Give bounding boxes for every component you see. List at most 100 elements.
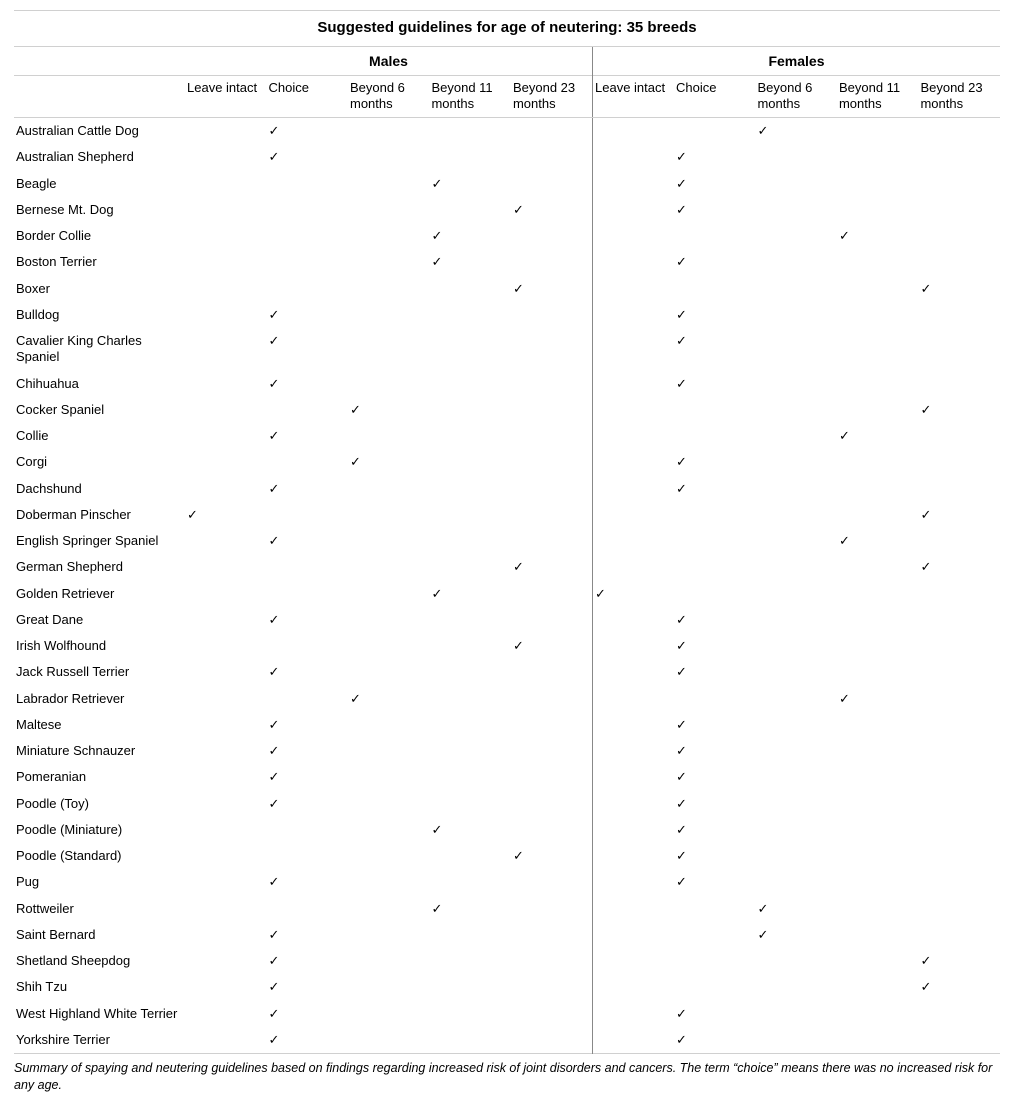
data-cell (755, 476, 836, 502)
check-icon: ✓ (269, 874, 280, 889)
check-icon: ✓ (269, 149, 280, 164)
check-icon: ✓ (839, 533, 850, 548)
table-row: German Shepherd✓✓ (14, 554, 1000, 580)
data-cell (511, 171, 593, 197)
breed-cell: Yorkshire Terrier (14, 1027, 185, 1054)
data-cell (755, 502, 836, 528)
check-icon: ✓ (757, 901, 768, 916)
data-cell (593, 843, 674, 869)
data-cell (837, 791, 918, 817)
breed-cell: Poodle (Standard) (14, 843, 185, 869)
data-cell (429, 554, 510, 580)
data-cell (674, 686, 755, 712)
check-icon: ✓ (676, 717, 687, 732)
breed-cell: Australian Shepherd (14, 144, 185, 170)
data-cell (511, 397, 593, 423)
data-cell (429, 764, 510, 790)
data-cell (348, 423, 429, 449)
data-cell (511, 449, 593, 475)
data-cell: ✓ (267, 476, 348, 502)
check-icon: ✓ (676, 1032, 687, 1047)
data-cell: ✓ (918, 276, 1000, 302)
data-cell (755, 974, 836, 1000)
data-cell: ✓ (267, 869, 348, 895)
data-cell: ✓ (267, 118, 348, 145)
data-cell (511, 581, 593, 607)
data-cell (837, 843, 918, 869)
data-cell (837, 502, 918, 528)
data-cell (185, 764, 266, 790)
data-cell (185, 791, 266, 817)
data-cell (755, 764, 836, 790)
data-cell: ✓ (918, 397, 1000, 423)
data-cell (267, 686, 348, 712)
data-cell (348, 974, 429, 1000)
data-cell (348, 371, 429, 397)
table-row: Cavalier King Charles Spaniel✓✓ (14, 328, 1000, 371)
data-cell (593, 607, 674, 633)
data-cell: ✓ (674, 328, 755, 371)
table-footnote: Summary of spaying and neutering guideli… (14, 1054, 1000, 1094)
col-header: Beyond 11 months (837, 76, 918, 118)
data-cell: ✓ (348, 686, 429, 712)
check-icon: ✓ (269, 796, 280, 811)
data-cell (511, 817, 593, 843)
check-icon: ✓ (513, 202, 524, 217)
data-cell (511, 948, 593, 974)
breed-cell: Dachshund (14, 476, 185, 502)
col-header: Beyond 6 months (755, 76, 836, 118)
data-cell (755, 276, 836, 302)
data-cell: ✓ (511, 276, 593, 302)
data-cell (267, 817, 348, 843)
check-icon: ✓ (676, 638, 687, 653)
data-cell (918, 171, 1000, 197)
check-icon: ✓ (595, 586, 606, 601)
check-icon: ✓ (676, 874, 687, 889)
data-cell (348, 476, 429, 502)
data-cell: ✓ (674, 302, 755, 328)
table-title: Suggested guidelines for age of neuterin… (14, 10, 1000, 47)
data-cell (837, 607, 918, 633)
data-cell: ✓ (267, 528, 348, 554)
col-header: Leave intact (593, 76, 674, 118)
check-icon: ✓ (920, 979, 931, 994)
data-cell (593, 144, 674, 170)
data-cell (918, 633, 1000, 659)
check-icon: ✓ (513, 281, 524, 296)
data-cell (918, 607, 1000, 633)
data-cell (593, 371, 674, 397)
table-row: Beagle✓✓ (14, 171, 1000, 197)
data-cell (918, 423, 1000, 449)
data-cell (267, 249, 348, 275)
data-cell (348, 738, 429, 764)
breed-cell: Great Dane (14, 607, 185, 633)
check-icon: ✓ (839, 428, 850, 443)
data-cell (837, 817, 918, 843)
data-cell (185, 302, 266, 328)
data-cell (267, 223, 348, 249)
data-cell (918, 1027, 1000, 1054)
check-icon: ✓ (187, 507, 198, 522)
check-icon: ✓ (676, 769, 687, 784)
data-cell (837, 328, 918, 371)
data-cell (755, 633, 836, 659)
data-cell: ✓ (755, 896, 836, 922)
data-cell (429, 197, 510, 223)
table-row: Bulldog✓✓ (14, 302, 1000, 328)
check-icon: ✓ (431, 901, 442, 916)
table-row: Miniature Schnauzer✓✓ (14, 738, 1000, 764)
breed-cell: Poodle (Toy) (14, 791, 185, 817)
table-row: Boston Terrier✓✓ (14, 249, 1000, 275)
data-cell (348, 328, 429, 371)
table-row: Poodle (Toy)✓✓ (14, 791, 1000, 817)
data-cell (511, 528, 593, 554)
data-cell (348, 607, 429, 633)
data-cell (837, 738, 918, 764)
data-cell (755, 449, 836, 475)
data-cell (674, 922, 755, 948)
data-cell (511, 328, 593, 371)
data-cell: ✓ (837, 423, 918, 449)
data-cell (429, 328, 510, 371)
data-cell (511, 1001, 593, 1027)
data-cell (918, 791, 1000, 817)
